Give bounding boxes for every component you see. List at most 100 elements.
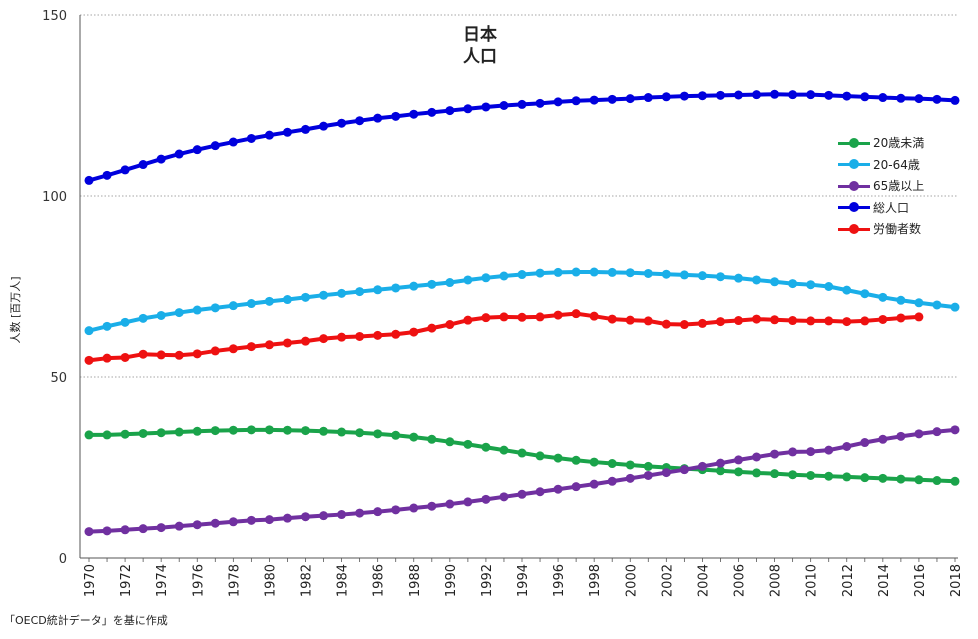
series-4 (84, 89, 960, 185)
x-tick-label: 2000 (624, 564, 639, 597)
data-point (715, 272, 725, 282)
data-point (842, 91, 852, 101)
data-point (192, 349, 202, 359)
data-point (625, 94, 635, 104)
series-2 (84, 267, 960, 336)
data-point (661, 319, 671, 329)
data-point (445, 437, 455, 447)
data-point (102, 321, 112, 331)
data-point (788, 316, 798, 326)
x-tick-label: 1990 (444, 564, 459, 597)
series-3 (84, 425, 960, 537)
axes (79, 15, 958, 562)
data-point (409, 109, 419, 119)
data-point (788, 470, 798, 480)
data-point (661, 269, 671, 279)
data-point (860, 316, 870, 326)
data-point (734, 316, 743, 326)
data-point (301, 426, 310, 436)
data-point (824, 282, 834, 291)
data-point (373, 285, 383, 295)
data-point (842, 442, 852, 452)
legend-item: 20歳未満 (838, 132, 924, 154)
data-point (210, 303, 220, 313)
data-point (914, 298, 924, 308)
data-point (517, 489, 527, 499)
data-point (679, 465, 689, 475)
data-point (228, 517, 238, 527)
data-point (661, 468, 671, 478)
data-point (643, 470, 653, 480)
legend-swatch (838, 180, 870, 191)
data-point (319, 290, 329, 300)
data-point (391, 111, 401, 121)
data-point (301, 292, 310, 302)
data-point (770, 89, 780, 99)
data-point (246, 133, 256, 143)
data-point (860, 438, 870, 448)
data-point (715, 317, 725, 327)
x-tick-label: 2016 (913, 564, 928, 597)
y-tick-labels: 0 50 100 150 (42, 9, 67, 567)
data-point (355, 428, 365, 438)
data-point (391, 505, 401, 515)
data-point (228, 425, 238, 435)
x-tick-label: 1978 (227, 564, 242, 597)
data-point (210, 518, 220, 528)
x-tick-label: 2012 (841, 564, 856, 597)
data-point (896, 474, 906, 484)
data-point (301, 336, 310, 346)
series-lines (84, 89, 960, 537)
data-point (553, 453, 563, 463)
data-point (174, 149, 184, 159)
data-point (770, 449, 780, 459)
data-point (535, 487, 545, 497)
chart-title-line-1: 日本 (463, 25, 497, 45)
data-point (824, 471, 834, 481)
data-point (337, 118, 347, 128)
x-tick-label: 1970 (83, 564, 98, 597)
data-point (409, 327, 419, 337)
data-point (120, 165, 130, 175)
data-point (445, 499, 455, 509)
x-tick-labels: 1970 1972 1974 1976 1978 1980 1982 1984 1986 1988… (83, 564, 964, 597)
data-point (679, 320, 689, 330)
data-point (914, 429, 924, 439)
data-point (643, 268, 653, 278)
data-point (355, 508, 365, 518)
x-tick-label: 1976 (191, 564, 206, 597)
data-point (824, 316, 834, 326)
y-tick-label: 100 (42, 190, 67, 205)
data-point (589, 311, 599, 321)
data-point (499, 492, 509, 502)
data-point (409, 281, 419, 291)
data-point (734, 467, 743, 477)
series-line (88, 427, 956, 534)
data-point (607, 94, 617, 104)
data-point (697, 91, 707, 101)
data-point (463, 104, 473, 114)
data-point (228, 344, 238, 354)
data-point (571, 482, 581, 492)
data-point (84, 430, 94, 440)
data-point (373, 113, 383, 123)
data-point (120, 317, 130, 327)
data-point (553, 310, 563, 320)
data-point (246, 515, 256, 525)
data-point (661, 92, 671, 102)
data-point (427, 279, 437, 289)
data-point (697, 318, 707, 328)
data-point (210, 426, 220, 436)
data-point (156, 310, 166, 320)
data-point (84, 527, 94, 537)
data-point (228, 137, 238, 147)
data-point (625, 268, 635, 278)
data-point (643, 461, 653, 471)
data-point (643, 93, 653, 103)
data-point (715, 458, 725, 468)
data-point (607, 267, 617, 277)
data-point (463, 275, 473, 285)
data-point (174, 308, 184, 318)
data-point (625, 315, 635, 325)
data-point (84, 175, 94, 185)
